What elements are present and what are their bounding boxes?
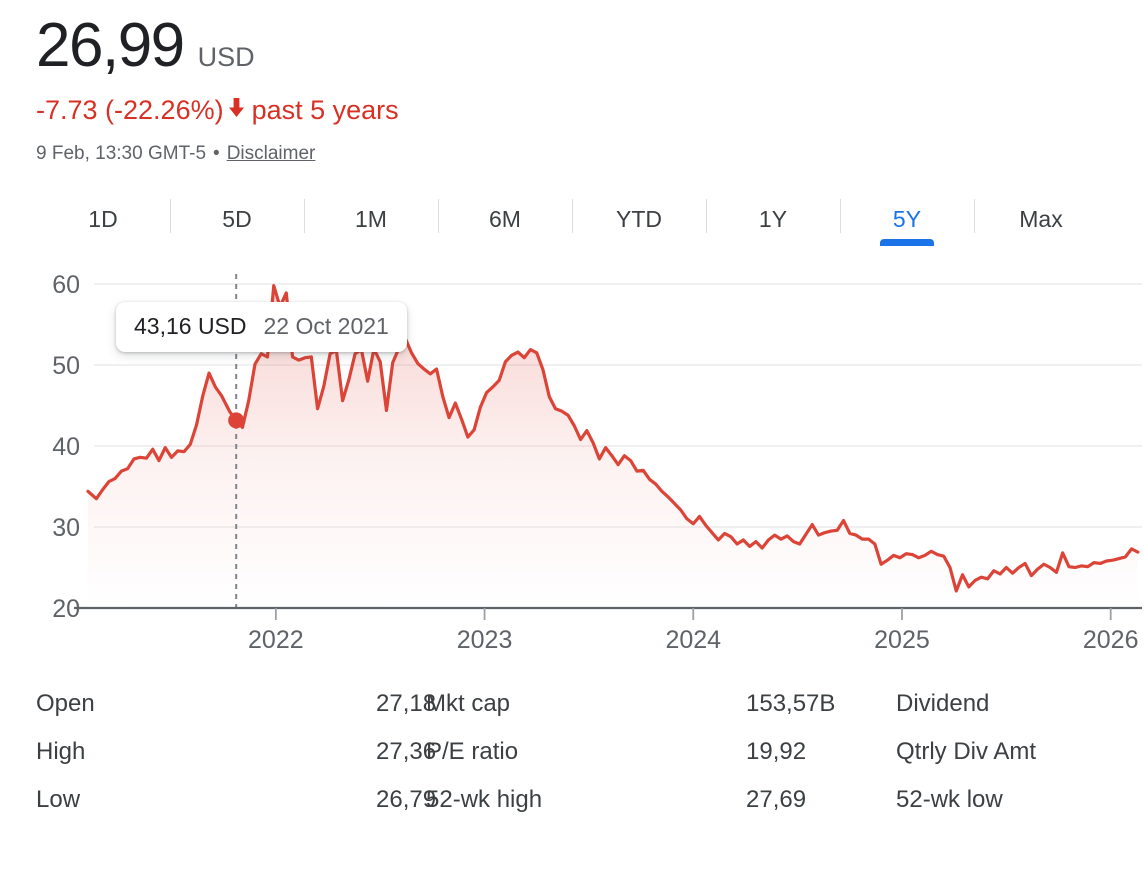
- arrow-down-icon: [226, 94, 248, 126]
- stat-label-52wk-high: 52-wk high: [426, 786, 543, 813]
- price-change-period: past 5 years: [251, 95, 399, 125]
- range-tab-label: 5Y: [892, 205, 922, 232]
- range-tab-label: Max: [1019, 205, 1063, 232]
- range-tabs: 1D 5D 1M 6M YTD 1Y 5Y Max: [36, 192, 1108, 246]
- tooltip-date: 22 Oct 2021: [263, 313, 389, 339]
- stat-value-high: 27,36: [376, 738, 437, 765]
- x-tick-label: 2023: [457, 626, 513, 654]
- range-tab-5d[interactable]: 5D: [170, 192, 304, 246]
- current-price: 26,99: [36, 11, 185, 80]
- range-tab-1d[interactable]: 1D: [36, 192, 170, 246]
- chart-line: [86, 284, 1140, 593]
- quote-timestamp: 9 Feb, 13:30 GMT-5: [36, 143, 207, 164]
- stat-label-low: Low: [36, 786, 81, 813]
- range-tab-label: YTD: [616, 205, 662, 232]
- disclaimer-link[interactable]: Disclaimer: [226, 143, 316, 164]
- stat-value-pe-ratio: 19,92: [746, 738, 807, 765]
- stat-label-pe-ratio: P/E ratio: [426, 738, 519, 765]
- chart-highlight-dot: [228, 412, 245, 429]
- range-tab-label: 1M: [355, 205, 387, 232]
- price-row: 26,99 USD: [36, 10, 1108, 82]
- range-tab-label: 1Y: [758, 205, 788, 232]
- range-tab-1m[interactable]: 1M: [304, 192, 438, 246]
- stat-label-dividend: Dividend: [896, 690, 990, 717]
- range-tab-6m[interactable]: 6M: [438, 192, 572, 246]
- stat-label-open: Open: [36, 690, 95, 717]
- stat-label-high: High: [36, 738, 86, 765]
- meta-separator: •: [213, 143, 220, 164]
- stat-value-52wk-high: 27,69: [746, 786, 807, 813]
- price-change-row: -7.73 (-22.26%) past 5 years: [36, 94, 1108, 126]
- x-tick-label: 2025: [874, 626, 930, 654]
- tooltip-price: 43,16 USD: [134, 313, 247, 339]
- y-tick-label: 40: [52, 433, 80, 461]
- chart-x-axis-ticks: [274, 608, 1112, 620]
- range-tab-1y[interactable]: 1Y: [706, 192, 840, 246]
- x-tick-label: 2022: [248, 626, 304, 654]
- stat-label-qtrly-div: Qtrly Div Amt: [896, 738, 1037, 765]
- stat-value-mkt-cap: 153,57B: [746, 690, 836, 717]
- range-tab-5y[interactable]: 5Y: [840, 192, 974, 246]
- chart-x-axis-labels: 2022 2023 2024 2025 2026: [248, 626, 1138, 654]
- price-chart[interactable]: 20 30 40 50 60 2022 2023 2024 2025 2026 43,16 US…: [36, 266, 1144, 666]
- stat-value-low: 26,79: [376, 786, 437, 813]
- quote-meta-row: 9 Feb, 13:30 GMT-5 • Disclaimer: [36, 142, 1108, 166]
- y-tick-label: 60: [52, 271, 80, 299]
- currency-label: USD: [197, 42, 255, 72]
- x-tick-label: 2026: [1083, 626, 1139, 654]
- range-tab-ytd[interactable]: YTD: [572, 192, 706, 246]
- chart-area-fill: [88, 285, 1138, 608]
- price-change-value: -7.73 (-22.26%): [36, 95, 224, 125]
- y-tick-label: 30: [52, 514, 80, 542]
- range-tab-max[interactable]: Max: [974, 192, 1108, 246]
- stat-label-52wk-low: 52-wk low: [896, 786, 1003, 813]
- y-tick-label: 50: [52, 352, 80, 380]
- range-tab-label: 5D: [222, 205, 252, 232]
- x-tick-label: 2024: [665, 626, 721, 654]
- active-tab-underline: [880, 239, 934, 246]
- stat-label-mkt-cap: Mkt cap: [426, 690, 511, 717]
- range-tab-label: 1D: [88, 205, 118, 232]
- stat-value-open: 27,18: [376, 690, 437, 717]
- chart-tooltip: 43,16 USD 22 Oct 2021: [116, 302, 407, 352]
- stats-table: Open 27,18 Mkt cap 153,57B Dividend 6,37…: [36, 680, 1108, 824]
- quote-header: 26,99 USD -7.73 (-22.26%) past 5 years 9…: [36, 0, 1108, 166]
- range-tab-label: 6M: [489, 205, 521, 232]
